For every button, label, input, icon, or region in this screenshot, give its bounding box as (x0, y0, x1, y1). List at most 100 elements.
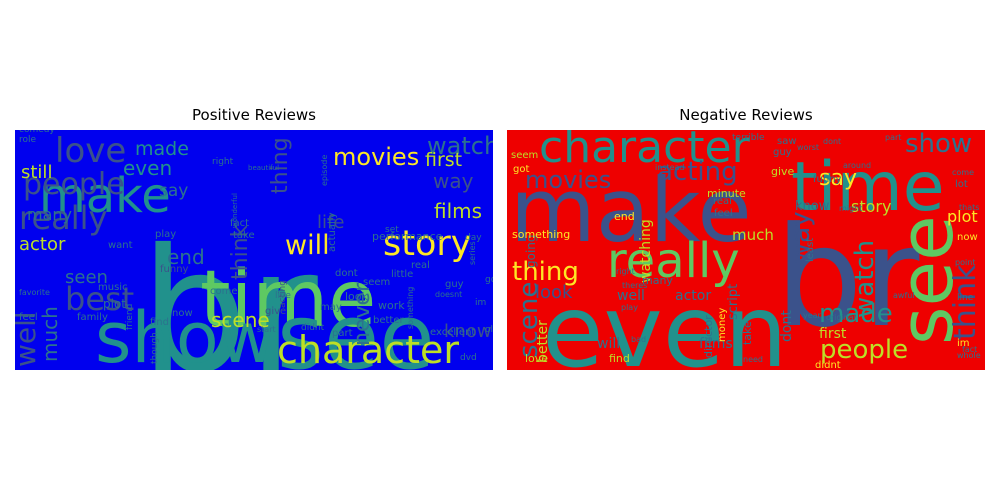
word-actor: actor (19, 234, 66, 255)
word-story: story (851, 197, 891, 216)
word-think: think (228, 224, 253, 280)
word-really: really (607, 233, 740, 289)
word-way: way (433, 169, 474, 193)
word-right: right (616, 267, 635, 276)
word-actor: actor (675, 288, 711, 304)
word-find: find (609, 352, 630, 365)
word-people: people (23, 167, 125, 202)
word-made: made (819, 299, 893, 329)
word-acting: acting (657, 157, 738, 187)
word-many: many (642, 274, 673, 287)
word-show: show (95, 297, 276, 370)
word-br: br (140, 213, 318, 370)
word-part: part (332, 328, 353, 339)
word-well: well (15, 311, 42, 367)
word-comedy: comedy (19, 130, 55, 135)
word-might: might (839, 204, 862, 213)
word-script: script (726, 284, 741, 320)
word-thats: thats (959, 203, 979, 212)
word-think: think (948, 264, 983, 340)
word-wonderful: wonderful (231, 193, 239, 228)
positive-wordcloud: br time see show character story love make peopl… (15, 130, 493, 370)
word-know: know (444, 321, 492, 342)
word-films: films (699, 336, 733, 352)
word-start: start (257, 325, 276, 334)
word-seem: seem (363, 277, 390, 288)
word-now: now (957, 232, 978, 243)
word-seem: seem (511, 150, 538, 161)
word-seen: seen (65, 267, 108, 288)
word-play: play (155, 229, 176, 240)
word-best: best (65, 280, 134, 318)
word-doesnt: doesnt (435, 290, 462, 299)
word-see: see (884, 215, 970, 345)
word-though: though (150, 332, 160, 364)
word-come: come (210, 286, 238, 297)
word-something: something (406, 287, 415, 329)
word-really: really (19, 199, 107, 237)
word-time: time (791, 148, 945, 227)
word-time: time (200, 255, 376, 345)
word-funny: funny (813, 174, 842, 185)
word-watch: watch (427, 132, 493, 160)
word-series: series (468, 241, 477, 265)
word-first: first (425, 149, 462, 171)
word-fact: fact (962, 345, 977, 354)
word-thing: thing (268, 137, 293, 194)
word-year: year (803, 311, 822, 320)
word-well: well (617, 288, 645, 304)
word-much: much (38, 306, 62, 362)
word-fact: fact (230, 218, 249, 229)
word-take: take (233, 230, 255, 241)
word-play: play (621, 303, 638, 312)
word-instead: instead (655, 163, 685, 172)
word-something: something (512, 228, 570, 241)
word-make: make (39, 168, 171, 224)
word-didnt: didnt (301, 323, 325, 333)
word-part: part (885, 133, 901, 142)
word-guy: guy (445, 279, 464, 290)
word-got: got (485, 275, 493, 285)
word-people: people (820, 335, 908, 365)
word-excellent: excellent (430, 327, 475, 338)
word-watching: watching (638, 219, 654, 283)
word-beautiful: beautiful (248, 164, 279, 172)
word-dont: dont (779, 310, 795, 342)
word-theres: theres (622, 281, 647, 290)
word-original: original (826, 313, 856, 322)
word-music: music (98, 282, 128, 293)
word-old: old (485, 325, 493, 335)
word-end: end (167, 245, 205, 269)
word-movies: movies (525, 166, 611, 194)
word-performance: performance (372, 230, 443, 243)
word-dont: dont (335, 268, 358, 279)
word-day: day (465, 233, 482, 243)
word-line: line (957, 293, 974, 303)
word-scene: scene (514, 282, 544, 358)
wordcloud-background (507, 130, 985, 370)
word-favorite: favorite (19, 288, 50, 297)
word-worst: worst (797, 143, 819, 152)
word-point: point (955, 258, 975, 267)
word-acting: acting (278, 280, 288, 308)
word-guy: guy (773, 147, 792, 158)
word-way: way (786, 211, 816, 264)
word-watch: watch (850, 240, 880, 318)
word-friend: friend (125, 304, 135, 330)
word-family: family (77, 312, 108, 323)
word-actually: actually (327, 212, 338, 252)
word-story: story (383, 224, 471, 264)
word-will: will (597, 336, 620, 352)
word-feel: feel (19, 312, 38, 323)
word-character: character (539, 130, 751, 173)
word-movies: movies (333, 143, 419, 171)
word-got: got (513, 164, 529, 175)
negative-wordcloud: make br even time character see really thing mov… (507, 130, 985, 370)
word-saw: saw (777, 136, 797, 147)
word-find: find (150, 317, 169, 328)
word-show: show (905, 130, 972, 159)
word-plot: plot (947, 207, 978, 226)
word-money: money (717, 308, 728, 342)
